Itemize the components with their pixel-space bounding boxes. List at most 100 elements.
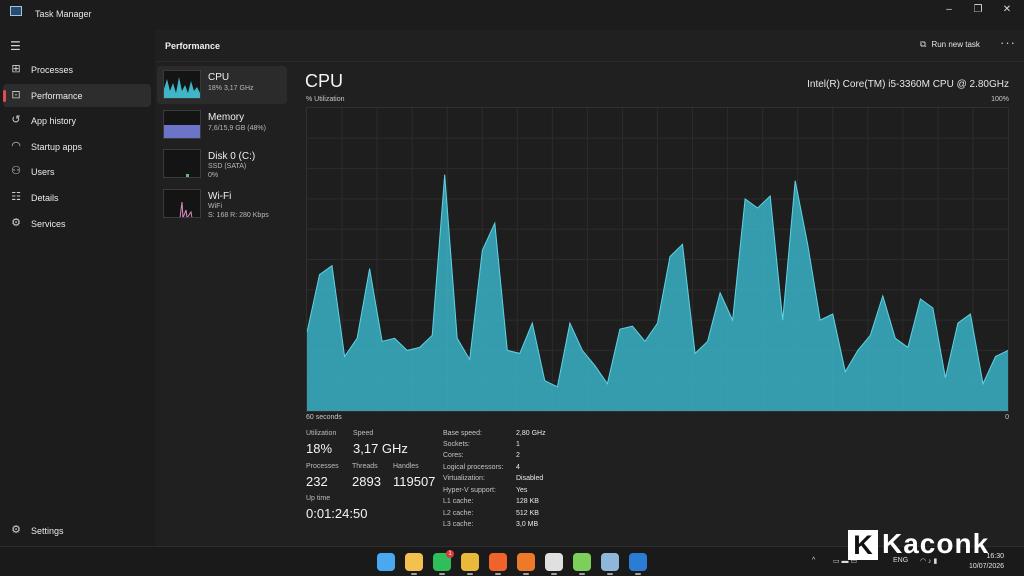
language-indicator[interactable]: ENG — [893, 557, 909, 564]
sidebar-item-label: App history — [31, 116, 77, 126]
watermark-k: K — [848, 530, 878, 560]
brave-icon[interactable] — [489, 553, 507, 575]
task-manager-icon[interactable] — [601, 553, 619, 575]
device-cpu[interactable]: CPU 18% 3,17 GHz — [157, 66, 287, 104]
startup-icon: ◠ — [11, 140, 21, 152]
speed-label: Speed — [353, 430, 374, 437]
tray-overflow-chevron[interactable]: ^ — [812, 557, 816, 564]
sidebar-item-details[interactable]: ☷ Details — [3, 186, 151, 209]
taskbar: 1 ^ ▭ ▬ ▭ ENG ◠ ♪ ▮ 16:30 10/07/2026 — [0, 546, 1024, 576]
spec-key: Logical processors: — [443, 464, 504, 471]
utilization-axis-label: % Utilization — [306, 96, 345, 103]
sidebar-item-label: Processes — [31, 65, 74, 75]
spec-value: 2 — [516, 452, 520, 459]
sidebar-item-services[interactable]: ⚙ Services — [3, 212, 151, 235]
device-throughput: S: 168 R: 280 Kbps — [208, 212, 269, 219]
window-title: Task Manager — [35, 9, 92, 19]
device-detail: 7,6/15,9 GB (48%) — [208, 125, 266, 132]
sidebar-item-label: Users — [31, 167, 55, 177]
spec-value: 2,80 GHz — [516, 430, 546, 437]
spec-key: L2 cache: — [443, 510, 474, 517]
processes-value: 232 — [306, 474, 328, 489]
close-button[interactable]: ✕ — [1002, 4, 1012, 15]
cpu-utilization-graph — [306, 107, 1009, 412]
cpu-title: CPU — [305, 71, 344, 91]
run-new-task-button[interactable]: ⧉ Run new task — [920, 39, 980, 50]
handles-label: Handles — [393, 463, 419, 470]
more-options-button[interactable]: ··· — [1000, 35, 1016, 50]
sidebar-item-users[interactable]: ⚇ Users — [3, 160, 151, 183]
utilization-value: 18% — [306, 441, 333, 456]
spec-value: 4 — [516, 464, 520, 471]
gear-icon: ⚙ — [11, 524, 21, 536]
sublime-like-icon[interactable] — [573, 553, 591, 575]
disk-thumbnail-graph — [163, 149, 201, 178]
run-task-icon: ⧉ — [920, 39, 927, 49]
page-title: Performance — [165, 41, 221, 51]
run-new-task-label: Run new task — [931, 40, 980, 49]
threads-label: Threads — [352, 463, 378, 470]
watermark-logo: K Kaconk — [848, 527, 1010, 563]
spec-key: L1 cache: — [443, 498, 474, 505]
clock-time: 16:30 — [986, 553, 1005, 560]
media-player-icon[interactable] — [545, 553, 563, 575]
sidebar-item-label: Startup apps — [31, 142, 83, 152]
device-detail: SSD (SATA) — [208, 163, 247, 170]
cpu-model: Intel(R) Core(TM) i5-3360M CPU @ 2.80GHz — [807, 79, 1009, 90]
windows-start-icon[interactable] — [377, 553, 395, 571]
processes-label: Processes — [306, 463, 339, 470]
clock[interactable]: 16:30 10/07/2026 — [969, 552, 1004, 572]
task-manager-app-icon — [10, 6, 22, 16]
file-explorer-icon[interactable] — [405, 553, 423, 575]
device-name: Memory — [208, 112, 245, 123]
device-disk[interactable]: Disk 0 (C:) SSD (SATA) 0% — [157, 145, 287, 183]
spec-key: Sockets: — [443, 441, 470, 448]
hamburger-icon[interactable]: ☰ — [10, 39, 21, 53]
sidebar-item-processes[interactable]: ⊞ Processes — [3, 58, 151, 81]
cpu-thumbnail-graph — [163, 70, 201, 99]
cpu-utilization-line — [306, 174, 1009, 388]
watermark-text: Kaconk — [882, 528, 990, 559]
sidebar-item-settings[interactable]: ⚙ Settings — [3, 519, 151, 542]
outlook-icon[interactable] — [629, 553, 647, 575]
spec-key: Hyper-V support: — [443, 487, 496, 494]
spec-key: L3 cache: — [443, 521, 474, 528]
chrome-icon[interactable] — [461, 553, 479, 575]
spec-value: 1 — [516, 441, 520, 448]
wifi-icon[interactable]: ◠ ♪ ▮ — [920, 558, 938, 565]
performance-view: Performance ⧉ Run new task ··· CPU 18% 3,… — [155, 30, 1024, 546]
firefox-icon[interactable] — [517, 553, 535, 575]
title-bar: Task Manager – ❐ ✕ — [0, 0, 1024, 30]
spec-value: Disabled — [516, 475, 544, 482]
sidebar-item-performance[interactable]: ⊡ Performance — [3, 84, 151, 107]
wifi-thumbnail-graph — [163, 189, 201, 218]
uptime-value: 0:01:24:50 — [306, 506, 368, 521]
cpu-graph-svg — [306, 108, 1009, 411]
device-name: Wi-Fi — [208, 191, 232, 202]
device-memory[interactable]: Memory 7,6/15,9 GB (48%) — [157, 106, 287, 144]
uptime-label: Up time — [306, 495, 331, 502]
whatsapp-icon[interactable]: 1 — [433, 550, 454, 575]
spec-key: Base speed: — [443, 430, 482, 437]
minimize-button[interactable]: – — [946, 4, 952, 15]
maximize-button[interactable]: ❐ — [973, 4, 983, 15]
threads-value: 2893 — [352, 474, 381, 489]
sidebar-item-label: Details — [31, 193, 59, 203]
spec-key: Cores: — [443, 452, 464, 459]
notification-badge: 1 — [446, 550, 454, 558]
sidebar-item-app-history[interactable]: ↺ App history — [3, 109, 151, 132]
device-detail: 18% 3,17 GHz — [208, 85, 254, 92]
spec-value: Yes — [516, 487, 528, 494]
device-wifi[interactable]: Wi-Fi WiFi S: 168 R: 280 Kbps — [157, 185, 287, 223]
device-name: Disk 0 (C:) — [208, 151, 256, 162]
spec-key: Virtualization: — [443, 475, 485, 482]
performance-icon: ⊡ — [11, 89, 21, 101]
device-detail: WiFi — [208, 203, 222, 210]
processes-icon: ⊞ — [11, 63, 21, 75]
users-icon: ⚇ — [11, 165, 21, 177]
tray-icons[interactable]: ▭ ▬ ▭ — [833, 558, 858, 565]
memory-thumbnail-graph — [163, 110, 201, 139]
services-icon: ⚙ — [11, 217, 21, 229]
utilization-label: Utilization — [306, 430, 337, 437]
sidebar-item-startup-apps[interactable]: ◠ Startup apps — [3, 135, 151, 158]
